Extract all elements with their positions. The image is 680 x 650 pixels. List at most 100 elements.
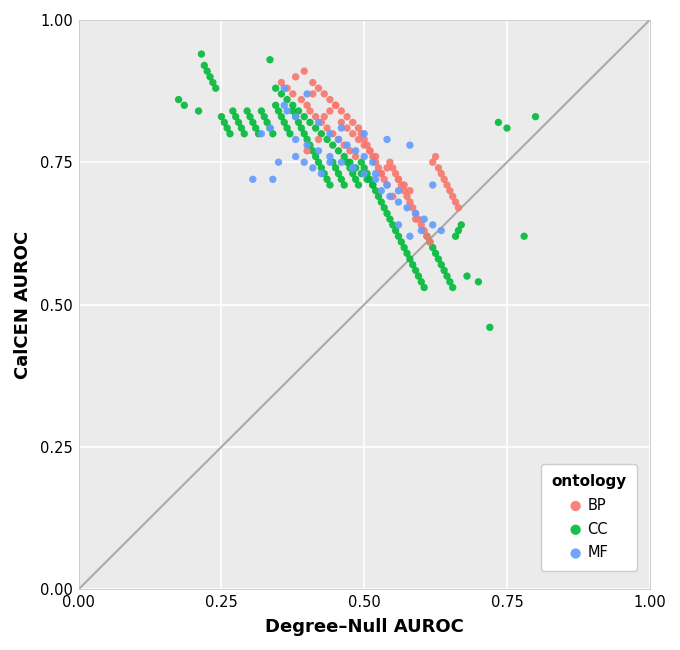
BP bbox=[364, 146, 375, 156]
MF bbox=[290, 135, 301, 145]
MF bbox=[416, 226, 427, 236]
CC bbox=[353, 180, 364, 190]
BP bbox=[288, 88, 299, 99]
MF bbox=[427, 220, 438, 230]
MF bbox=[393, 220, 404, 230]
MF bbox=[359, 168, 370, 179]
BP bbox=[324, 106, 335, 116]
CC bbox=[210, 83, 221, 94]
MF bbox=[313, 117, 324, 127]
BP bbox=[347, 117, 358, 127]
CC bbox=[362, 174, 373, 185]
BP bbox=[416, 220, 427, 230]
MF bbox=[405, 231, 415, 241]
CC bbox=[330, 162, 341, 173]
BP bbox=[370, 157, 381, 168]
CC bbox=[379, 203, 390, 213]
MF bbox=[402, 203, 413, 213]
CC bbox=[427, 242, 438, 253]
MF bbox=[282, 106, 292, 116]
MF bbox=[290, 151, 301, 162]
CC bbox=[276, 112, 287, 122]
BP bbox=[319, 112, 330, 122]
CC bbox=[373, 191, 384, 202]
CC bbox=[299, 129, 309, 139]
CC bbox=[447, 282, 458, 293]
Legend: BP, CC, MF: BP, CC, MF bbox=[541, 464, 636, 571]
BP bbox=[316, 117, 327, 127]
CC bbox=[305, 140, 316, 150]
BP bbox=[327, 129, 338, 139]
CC bbox=[179, 100, 190, 110]
MF bbox=[256, 129, 267, 139]
BP bbox=[398, 180, 409, 190]
BP bbox=[407, 203, 418, 213]
BP bbox=[405, 185, 415, 196]
CC bbox=[333, 168, 344, 179]
CC bbox=[333, 146, 344, 156]
CC bbox=[364, 174, 375, 185]
CC bbox=[270, 83, 281, 94]
MF bbox=[273, 157, 284, 168]
BP bbox=[402, 191, 413, 202]
CC bbox=[279, 117, 290, 127]
BP bbox=[276, 77, 287, 88]
CC bbox=[362, 168, 373, 179]
CC bbox=[236, 123, 247, 133]
MF bbox=[350, 146, 361, 156]
CC bbox=[345, 162, 356, 173]
CC bbox=[233, 117, 244, 127]
CC bbox=[376, 197, 387, 207]
CC bbox=[288, 100, 299, 110]
CC bbox=[265, 123, 275, 133]
BP bbox=[390, 168, 401, 179]
CC bbox=[473, 277, 484, 287]
CC bbox=[262, 117, 273, 127]
BP bbox=[339, 140, 350, 150]
CC bbox=[202, 66, 213, 76]
CC bbox=[502, 123, 513, 133]
BP bbox=[370, 151, 381, 162]
CC bbox=[322, 174, 333, 185]
BP bbox=[376, 168, 387, 179]
MF bbox=[313, 146, 324, 156]
CC bbox=[267, 129, 278, 139]
BP bbox=[362, 140, 373, 150]
BP bbox=[322, 123, 333, 133]
CC bbox=[345, 157, 356, 168]
CC bbox=[241, 106, 252, 116]
BP bbox=[310, 112, 321, 122]
BP bbox=[290, 72, 301, 82]
CC bbox=[413, 271, 424, 281]
CC bbox=[256, 106, 267, 116]
BP bbox=[367, 151, 378, 162]
CC bbox=[430, 248, 441, 259]
BP bbox=[441, 180, 452, 190]
CC bbox=[339, 151, 350, 162]
BP bbox=[359, 135, 370, 145]
CC bbox=[450, 231, 461, 241]
BP bbox=[433, 162, 444, 173]
CC bbox=[381, 208, 392, 218]
CC bbox=[422, 231, 432, 241]
CC bbox=[347, 168, 358, 179]
BP bbox=[307, 88, 318, 99]
MF bbox=[279, 83, 290, 94]
MF bbox=[367, 157, 378, 168]
CC bbox=[384, 214, 395, 224]
MF bbox=[316, 168, 327, 179]
BP bbox=[439, 174, 449, 185]
CC bbox=[282, 94, 292, 105]
MF bbox=[333, 135, 344, 145]
MF bbox=[347, 162, 358, 173]
CC bbox=[290, 112, 301, 122]
CC bbox=[336, 174, 347, 185]
CC bbox=[216, 112, 227, 122]
CC bbox=[327, 157, 338, 168]
CC bbox=[410, 265, 421, 276]
MF bbox=[405, 140, 415, 150]
MF bbox=[324, 157, 335, 168]
MF bbox=[370, 174, 381, 185]
CC bbox=[282, 123, 292, 133]
CC bbox=[456, 220, 466, 230]
